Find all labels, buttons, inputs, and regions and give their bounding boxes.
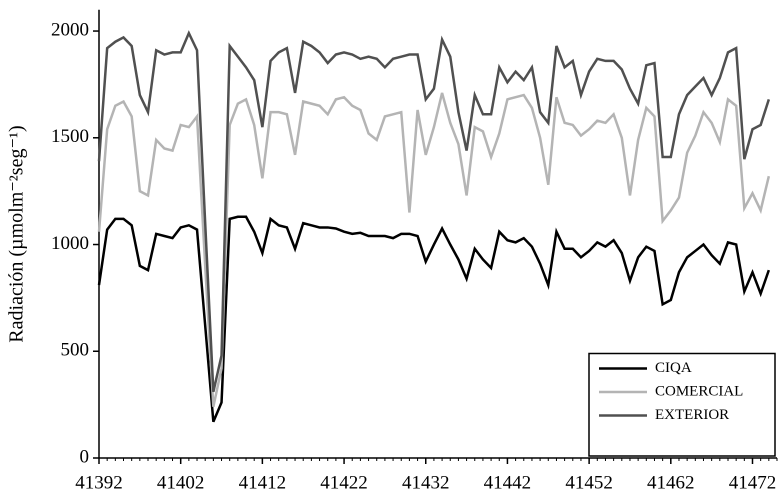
x-tick-label: 41392 [75, 472, 123, 493]
y-tick-label: 1000 [51, 233, 89, 254]
series-line [97, 30, 771, 393]
y-tick-label: 2000 [51, 19, 89, 40]
y-tick-label: 1500 [51, 126, 89, 147]
y-tick-label: 0 [80, 446, 90, 467]
x-tick-label: 41452 [565, 472, 613, 493]
x-tick-label: 41422 [320, 472, 368, 493]
legend-box [588, 352, 776, 457]
x-tick-label: 41402 [157, 472, 205, 493]
x-tick-label: 41462 [647, 472, 695, 493]
x-tick-label: 41412 [239, 472, 287, 493]
series-line [97, 215, 771, 423]
legend-label: EXTERIOR [655, 407, 729, 423]
legend-label: CIQA [655, 360, 692, 376]
legend-label: COMERCIAL [655, 383, 743, 399]
x-tick-label: 41432 [402, 472, 450, 493]
y-axis-label: Radiación (µmolm⁻²seg⁻¹) [6, 125, 28, 342]
y-tick-label: 500 [61, 340, 90, 361]
x-tick-label: 41442 [484, 472, 532, 493]
x-tick-label: 41472 [729, 472, 777, 493]
